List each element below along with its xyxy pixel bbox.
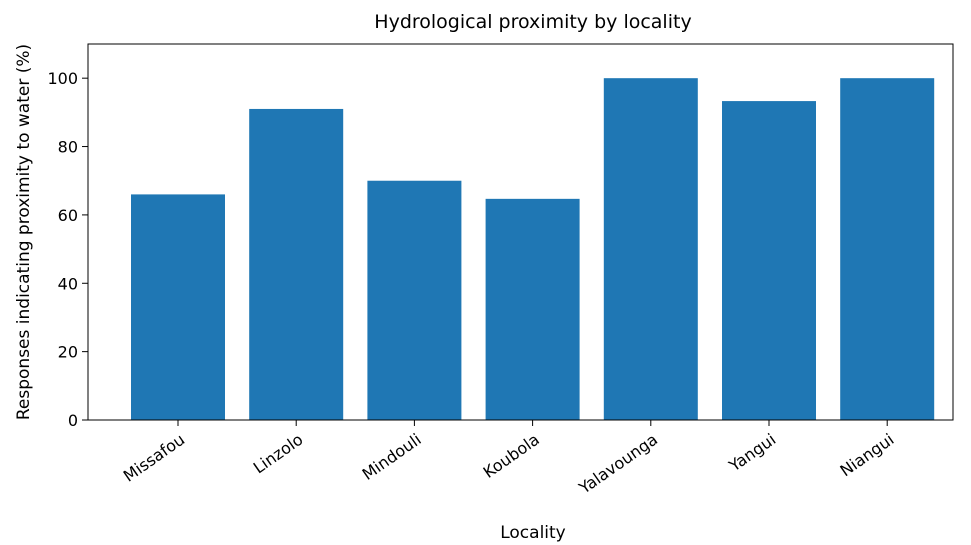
y-tick-label: 0: [68, 411, 78, 430]
x-tick-label: Mindouli: [359, 430, 425, 484]
y-tick-label: 20: [58, 343, 78, 362]
bar: [722, 101, 816, 421]
bar: [131, 194, 225, 420]
y-tick-label: 80: [58, 138, 78, 157]
bar: [249, 108, 344, 420]
bar: [603, 78, 698, 420]
x-axis-label: Locality: [500, 523, 566, 543]
y-axis-label: Responses indicating proximity to water …: [14, 44, 34, 420]
bar: [840, 78, 935, 420]
bar: [485, 198, 580, 420]
x-tick-label: Missafou: [120, 430, 188, 486]
chart-title: Hydrological proximity by locality: [374, 11, 691, 33]
x-tick-label: Linzolo: [250, 430, 307, 478]
x-tick-label: Niangui: [837, 430, 898, 481]
y-tick-label: 100: [47, 69, 78, 88]
x-tick-label: Yalavounga: [575, 430, 661, 498]
y-tick-label: 40: [58, 274, 78, 293]
x-tick-label: Koubola: [480, 430, 543, 482]
x-tick-label: Yangui: [725, 430, 780, 476]
bar: [367, 180, 462, 420]
plot-frame: [87, 43, 954, 421]
y-tick-label: 60: [58, 206, 78, 225]
